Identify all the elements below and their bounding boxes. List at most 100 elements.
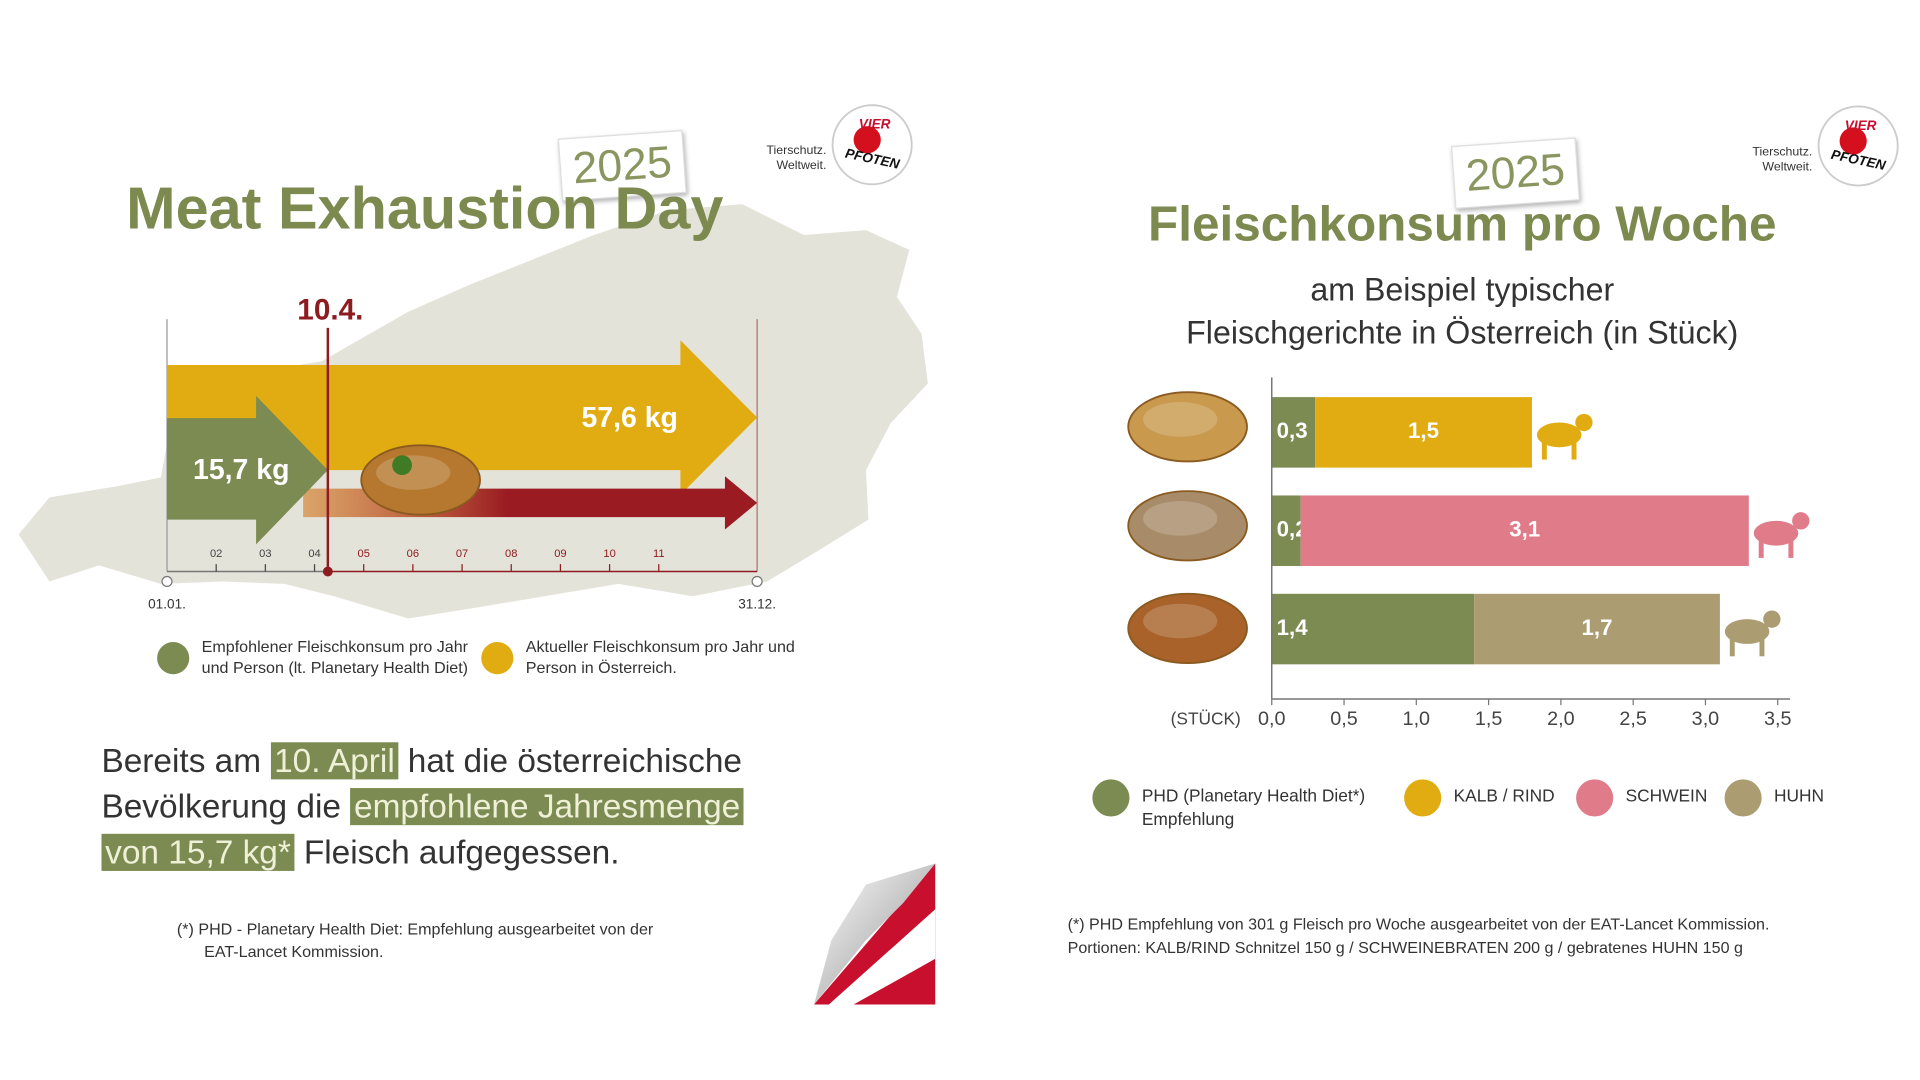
logo-tagline: Tierschutz. [1752, 144, 1812, 158]
x-axis-label: (STÜCK) [1171, 709, 1241, 729]
legend-label-box: KALB / RIND [1453, 785, 1555, 806]
food-image [1143, 501, 1218, 536]
legend-swatch [1724, 779, 1762, 817]
highlight-text: 10. April [270, 742, 399, 780]
footnote: (*) PHD - Planetary Health Diet: Empfehl… [177, 921, 654, 939]
animal-leg [1729, 638, 1735, 657]
x-tick-label: 2,5 [1619, 708, 1646, 730]
legend-swatch [481, 642, 514, 675]
year: 2025 [571, 138, 673, 194]
statement-text: hat die österreichische [398, 742, 742, 780]
x-tick-label: 2,0 [1547, 708, 1575, 730]
animal-body [1536, 422, 1582, 448]
year-badge: 2025 [1450, 137, 1580, 210]
x-tick-label: 0,5 [1330, 708, 1358, 730]
food-image [1127, 592, 1248, 665]
statement-line: von 15,7 kg* Fleisch aufgegessen. [101, 831, 893, 873]
legend-label: Empfohlener Fleischkonsum pro Jahr und P… [201, 637, 469, 677]
legend-swatch [157, 642, 190, 675]
x-tick-label: 07 [456, 548, 468, 560]
animal-body [1753, 520, 1799, 546]
animal-leg [1541, 442, 1547, 460]
year: 2025 [1464, 145, 1566, 201]
arrow-bar [167, 395, 328, 545]
logo-brand: VIER [1845, 118, 1877, 133]
bar-segment [1271, 495, 1301, 566]
food-image [1143, 603, 1218, 639]
statement-line-box: von 15,7 kg* Fleisch aufgegessen. [101, 831, 893, 873]
legend-label: Aktueller Fleischkonsum pro Jahr und Per… [525, 637, 795, 677]
x-tick-label: 3,0 [1692, 708, 1720, 730]
value-label: 1,7 [1582, 615, 1613, 640]
food-image [360, 444, 481, 516]
animal-head [1575, 413, 1593, 432]
statement-text: Bevölkerung die [101, 788, 351, 826]
value-label: 3,1 [1509, 517, 1540, 542]
animal-leg [1758, 540, 1764, 558]
value-label: 1,5 [1408, 418, 1439, 443]
value-label: 1,4 [1277, 615, 1309, 640]
animal-leg [1571, 442, 1577, 460]
bar-segment [1474, 593, 1720, 665]
legend-label-box: PHD (Planetary Health Diet*) Empfehlung [1141, 785, 1366, 829]
legend-label-box: SCHWEIN [1625, 785, 1708, 806]
statement-line-box: Bereits am 10. April hat die österreichi… [101, 742, 742, 780]
statement-line: Bevölkerung die empfohlene Jahresmenge [101, 786, 893, 828]
bar-segment [1315, 397, 1532, 468]
legend-label: HUHN [1774, 785, 1825, 806]
legend-label: KALB / RIND [1453, 785, 1555, 806]
highlight-text: empfohlene Jahresmenge [350, 788, 744, 826]
chart-subtitle: am Beispiel typischer [1310, 271, 1614, 307]
x-tick-label: 0,0 [1258, 708, 1286, 730]
legend-label: PHD (Planetary Health Diet*) Empfehlung [1141, 785, 1366, 829]
x-tick-label: 11 [653, 548, 665, 560]
logo-tagline: Weltweit. [1762, 159, 1812, 173]
x-tick-label: 01.01. [148, 597, 186, 612]
x-tick-label: 05 [358, 548, 370, 560]
bar-segment [1271, 397, 1316, 468]
statement-text: Fleisch aufgegessen. [294, 833, 620, 871]
year-badge: 2025 [557, 129, 687, 202]
year-badge-bg [557, 129, 687, 202]
bar-segment [1300, 495, 1749, 566]
animal-icon [1753, 512, 1810, 558]
value-label: 15,7 kg [193, 454, 289, 486]
animal-head [1792, 512, 1810, 530]
food-image [376, 455, 451, 490]
legend-swatch [1404, 779, 1442, 817]
x-tick [161, 575, 173, 588]
date-marker-label: 10.4. [297, 294, 363, 327]
animal-icon [1536, 413, 1593, 460]
arrow-bar [167, 340, 758, 495]
legend-label-box: HUHN [1774, 785, 1825, 806]
value-label: 57,6 kg [581, 402, 677, 434]
animal-leg [1788, 540, 1794, 558]
statement-text: Bereits am [101, 742, 271, 780]
x-tick-label: 09 [554, 548, 566, 560]
x-tick-label: 04 [308, 548, 320, 560]
x-tick-label: 10 [603, 548, 615, 560]
footnote: Portionen: KALB/RIND Schnitzel 150 g / S… [1068, 939, 1743, 957]
legend-swatch [1576, 779, 1614, 817]
chart-title: Fleischkonsum pro Woche [1148, 197, 1777, 252]
logo-tagline: Tierschutz. [766, 143, 826, 157]
food-garnish [392, 455, 412, 476]
footnote: (*) PHD Empfehlung von 301 g Fleisch pro… [1068, 916, 1770, 934]
x-tick-label: 1,5 [1475, 708, 1502, 730]
footnote: EAT-Lancet Kommission. [204, 943, 383, 961]
chart-subtitle: Fleischgerichte in Österreich (in Stück) [1186, 315, 1738, 351]
value-label: 0,3 [1277, 418, 1308, 443]
animal-icon [1724, 610, 1781, 657]
legend-label: SCHWEIN [1625, 785, 1708, 806]
bar-segment [1271, 593, 1475, 665]
x-tick [751, 575, 763, 588]
legend-swatch [1092, 779, 1130, 817]
date-marker-dot [322, 566, 333, 577]
logo-brand: VIER [859, 117, 891, 132]
food-image [1127, 490, 1248, 562]
animal-leg [1759, 638, 1765, 657]
animal-head [1763, 610, 1781, 628]
year-badge-bg [1450, 137, 1580, 210]
food-image [1143, 402, 1218, 437]
